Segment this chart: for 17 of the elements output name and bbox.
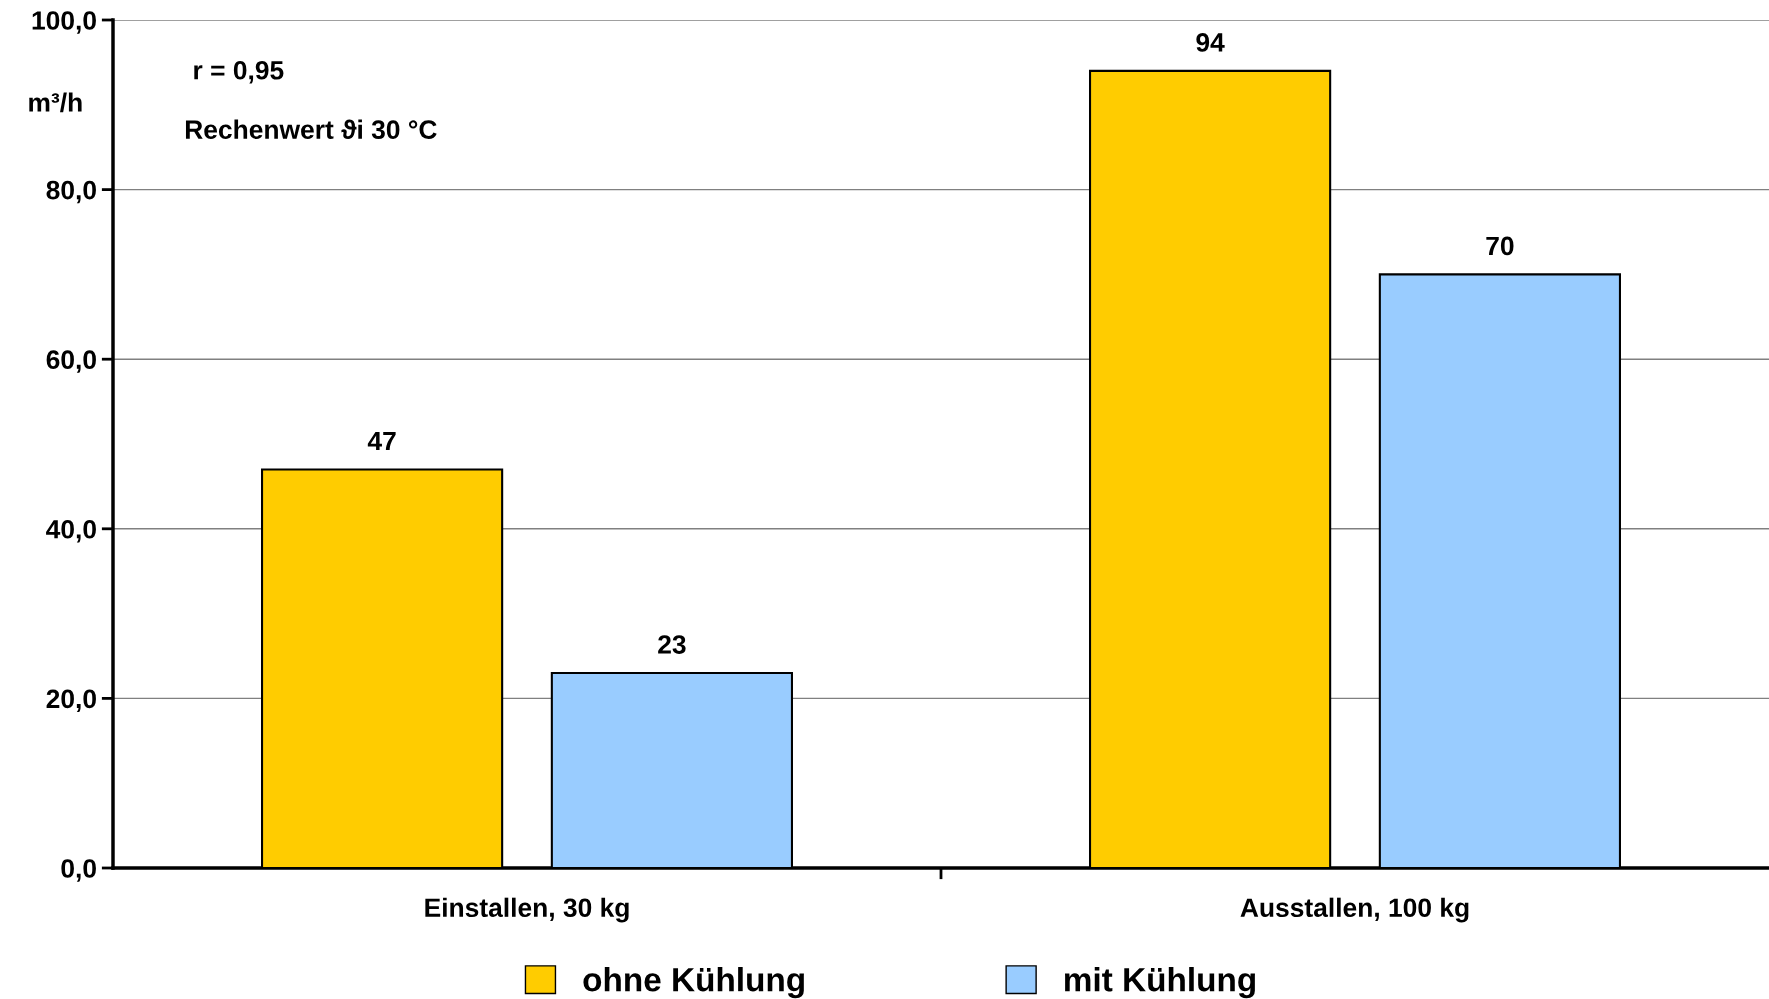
- y-tick-label: 80,0: [46, 180, 96, 204]
- y-tick-label: 40,0: [46, 519, 96, 543]
- y-axis-title: m³/h: [29, 92, 82, 113]
- data-label: 47: [367, 431, 396, 451]
- y-tick-label: 100,0: [32, 11, 96, 34]
- x-tick-label: Ausstallen, 100 kg: [1240, 897, 1469, 923]
- data-label: 23: [658, 635, 686, 654]
- legend-label: ohne Kühlung: [583, 967, 804, 999]
- legend-label: mit Kühlung: [1064, 967, 1255, 999]
- y-tick-label: 0,0: [61, 859, 96, 882]
- data-label: 94: [1196, 33, 1225, 52]
- annotation: r = 0,95: [194, 60, 284, 84]
- data-label: 70: [1486, 236, 1514, 256]
- y-tick-label: 60,0: [46, 350, 96, 373]
- y-tick-label: 20,0: [46, 689, 96, 713]
- annotation: Rechenwert ϑi 30 °C: [185, 119, 437, 140]
- x-tick-label: Einstallen, 30 kg: [425, 897, 629, 923]
